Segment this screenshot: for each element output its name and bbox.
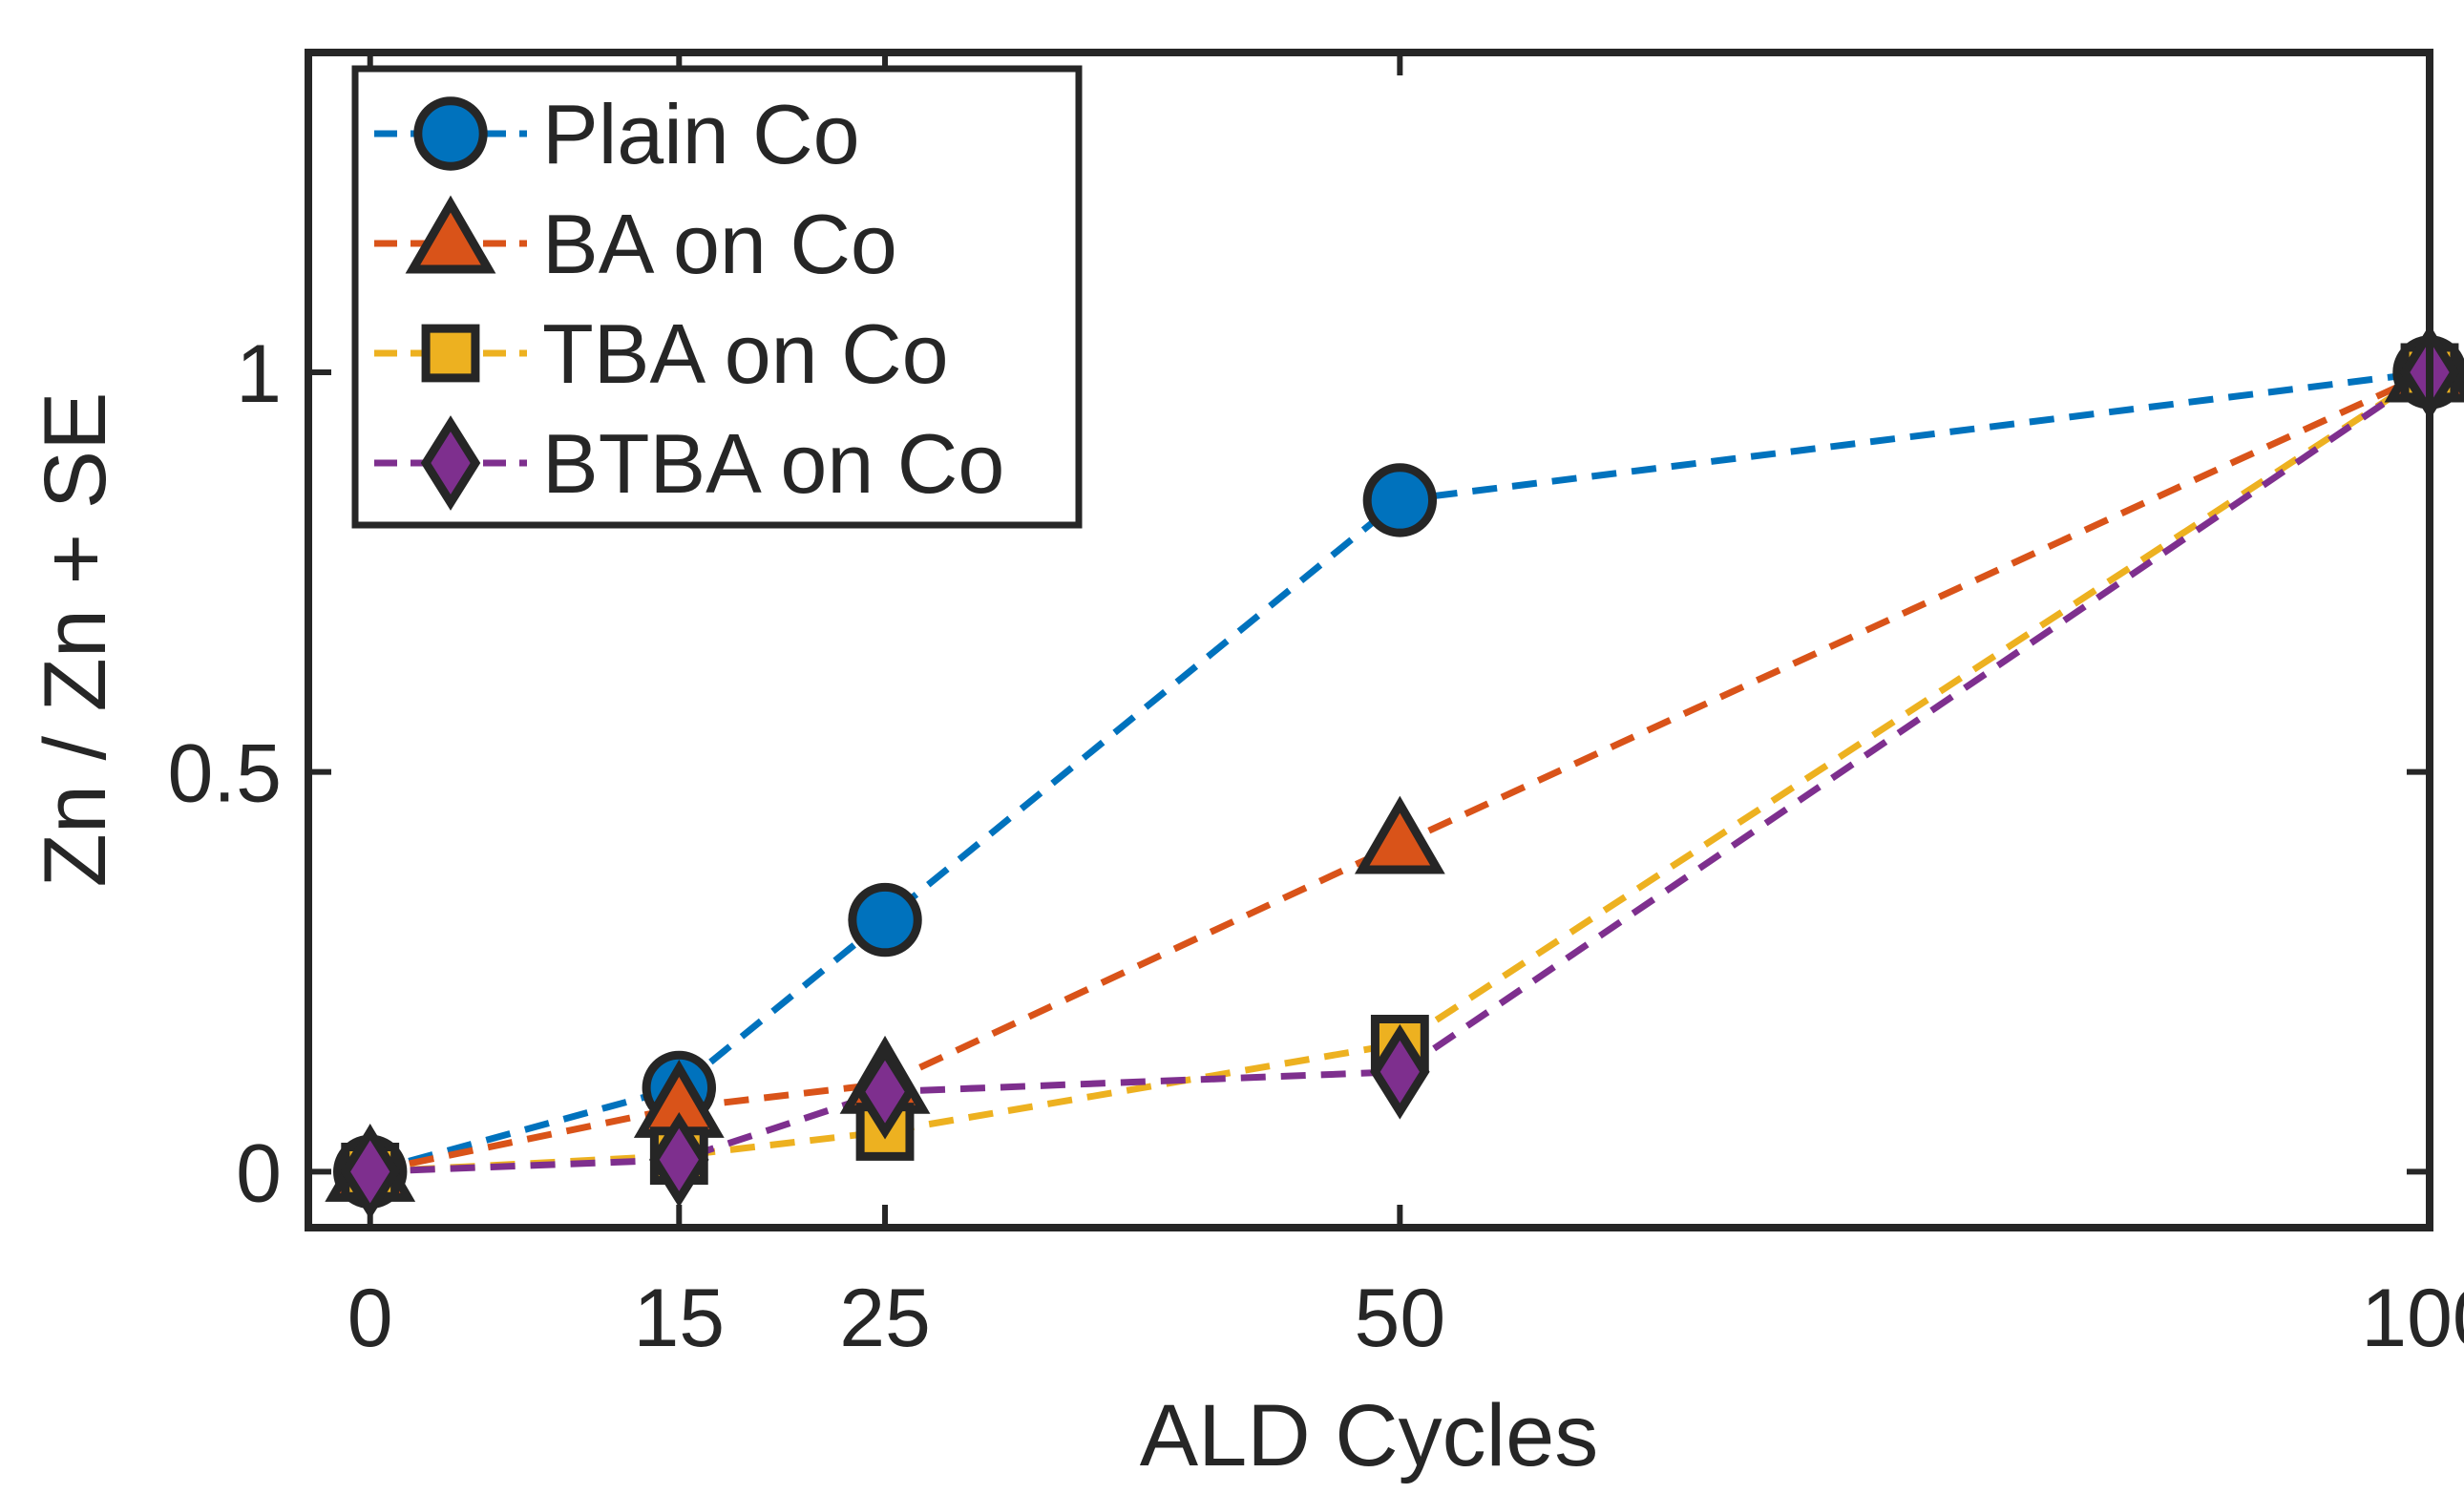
x-axis-label: ALD Cycles bbox=[1140, 1387, 1599, 1484]
data-point-plain-co bbox=[1362, 463, 1438, 537]
legend: Plain Co BA on Co TBA on Co BTBA on Co bbox=[351, 65, 1083, 529]
x-tick-label: 100 bbox=[2361, 1273, 2464, 1364]
x-tick-label: 15 bbox=[633, 1273, 725, 1364]
data-point-btba-on-co bbox=[649, 1111, 709, 1208]
y-tick-label: 1 bbox=[236, 328, 282, 420]
data-point-btba-on-co bbox=[340, 1124, 400, 1220]
data-markers bbox=[325, 324, 2464, 1220]
x-tick-labels: 0 15 25 50 100 bbox=[347, 1273, 2464, 1364]
data-point-plain-co bbox=[848, 882, 922, 957]
plot-frame bbox=[305, 49, 2433, 1231]
y-tick-labels: 00.51 bbox=[167, 328, 282, 1219]
y-tick-label: 0 bbox=[236, 1127, 282, 1219]
data-point-btba-on-co bbox=[854, 1043, 916, 1140]
legend-marker-tba-on-co bbox=[421, 324, 480, 383]
x-tick-label: 0 bbox=[347, 1273, 393, 1364]
legend-marker-ba-on-co bbox=[405, 195, 496, 274]
legend-label-ba-on-co: BA on Co bbox=[542, 197, 897, 291]
y-axis-label: Zn / Zn + SE bbox=[27, 392, 124, 888]
legend-marker-btba-on-co bbox=[420, 415, 481, 511]
legend-label-plain-co: Plain Co bbox=[542, 87, 860, 181]
data-point-ba-on-co bbox=[1354, 795, 1445, 874]
y-tick-label: 0.5 bbox=[167, 728, 282, 820]
legend-marker-plain-co bbox=[413, 96, 488, 171]
x-tick-label: 25 bbox=[839, 1273, 931, 1364]
x-tick-label: 50 bbox=[1355, 1273, 1446, 1364]
data-point-btba-on-co bbox=[1370, 1023, 1430, 1120]
legend-label-tba-on-co: TBA on Co bbox=[542, 306, 949, 401]
legend-label-btba-on-co: BTBA on Co bbox=[542, 416, 1004, 511]
